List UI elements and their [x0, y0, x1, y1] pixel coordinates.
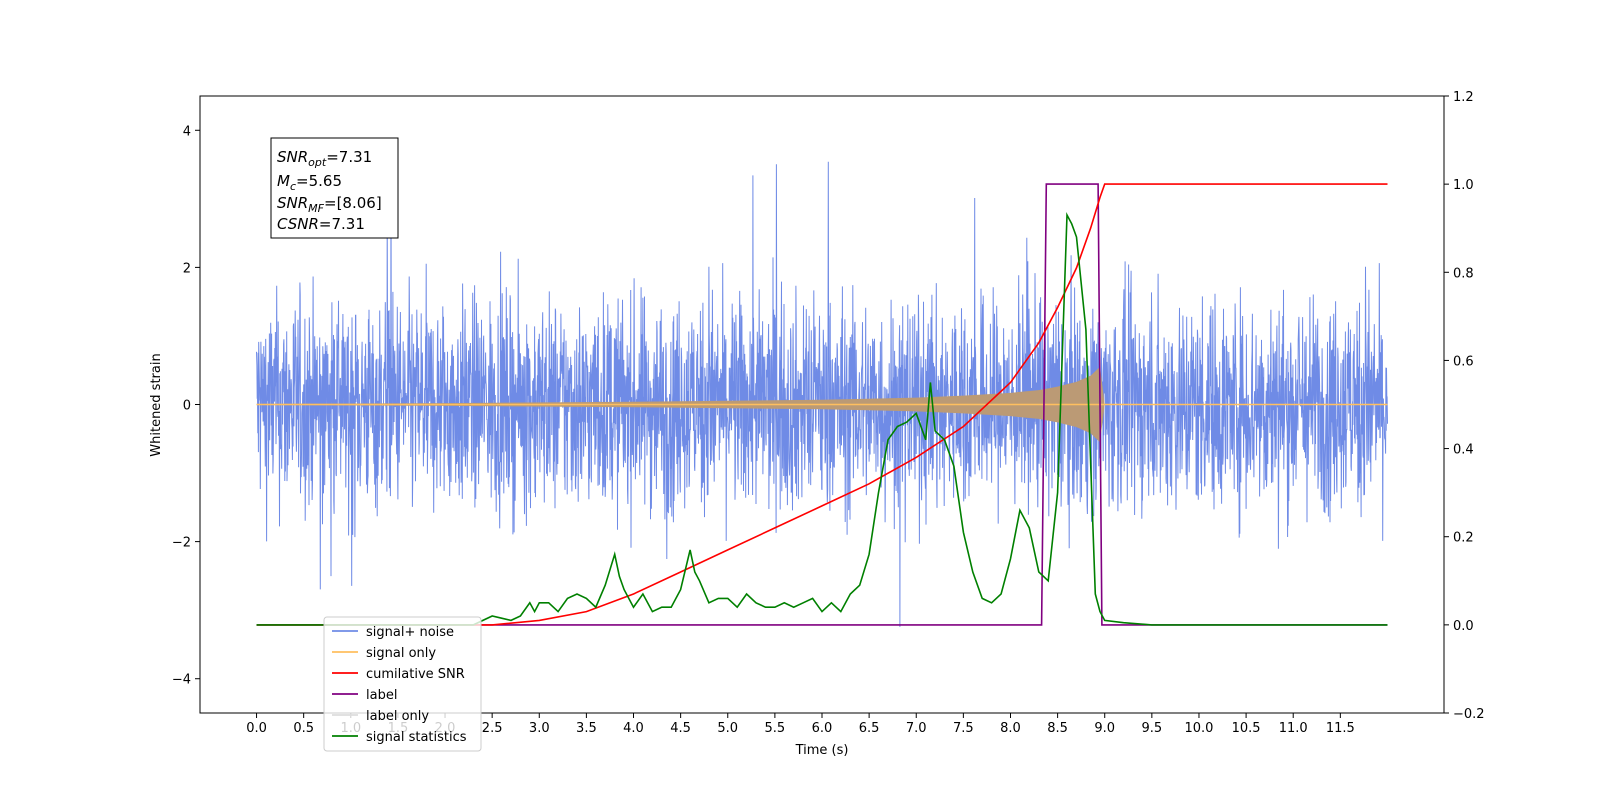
x-tick-label: 4.5: [670, 721, 691, 736]
x-tick-label: 8.5: [1047, 721, 1068, 736]
series-signal-statistics: [256, 211, 1388, 626]
legend-entry: cumilative SNR: [366, 667, 465, 682]
series-signal-noise: [256, 161, 1388, 627]
y2-tick-label: 0.4: [1453, 443, 1474, 458]
legend: signal+ noise signal only cumilative SNR la…: [323, 616, 482, 752]
y2-tick-label: 0.0: [1453, 619, 1474, 634]
legend-entry: signal+ noise: [366, 625, 454, 640]
legend-entry: label only: [366, 709, 429, 724]
x-tick-label: 0.5: [293, 721, 314, 736]
x-axis-label: Time (s): [795, 743, 849, 758]
x-tick-label: 10.0: [1184, 721, 1213, 736]
y2-tick-label: 0.8: [1453, 266, 1474, 281]
x-tick-label: 9.0: [1094, 721, 1115, 736]
y-tick-label: −2: [172, 536, 191, 551]
x-tick-label: 6.5: [859, 721, 880, 736]
annotation-csnr: CSNR=7.31: [277, 215, 365, 233]
legend-entry: label: [366, 688, 397, 703]
x-tick-label: 5.0: [717, 721, 738, 736]
x-tick-label: 2.5: [482, 721, 503, 736]
annotation-box: SNRopt=7.31 Mc=5.65 SNRMF=[8.06] CSNR=7.…: [270, 137, 399, 239]
legend-entry: signal only: [366, 646, 436, 661]
x-tick-label: 10.5: [1232, 721, 1261, 736]
x-tick-label: 3.0: [529, 721, 550, 736]
y2-tick-label: 1.2: [1453, 90, 1474, 105]
x-tick-label: 3.5: [576, 721, 597, 736]
annotation-snr-mf: SNRMF=[8.06]: [277, 194, 382, 215]
legend-entry: signal statistics: [366, 730, 467, 745]
y2-tick-label: 1.0: [1453, 178, 1474, 193]
x-tick-label: 9.5: [1142, 721, 1163, 736]
x-tick-label: 4.0: [623, 721, 644, 736]
y-tick-label: −4: [172, 673, 191, 688]
y2-tick-label: 0.6: [1453, 354, 1474, 369]
annotation-snr-opt: SNRopt=7.31: [277, 148, 372, 169]
x-tick-label: 5.5: [765, 721, 786, 736]
y-tick-label: 4: [183, 124, 191, 139]
y2-tick-label: 0.2: [1453, 531, 1474, 546]
x-tick-label: 11.0: [1279, 721, 1308, 736]
x-tick-label: 7.0: [906, 721, 927, 736]
series-layer: [256, 161, 1388, 627]
x-tick-label: 8.0: [1000, 721, 1021, 736]
y-tick-label: 0: [183, 399, 191, 414]
y2-tick-label: −0.2: [1453, 707, 1485, 722]
annotation-mc: Mc=5.65: [277, 172, 342, 193]
y-axis-label: Whitened strain: [149, 353, 164, 456]
x-tick-label: 11.5: [1326, 721, 1355, 736]
legend-frame: [323, 616, 482, 752]
y-tick-label: 2: [183, 261, 191, 276]
x-tick-label: 6.0: [812, 721, 833, 736]
x-tick-label: 7.5: [953, 721, 974, 736]
x-tick-label: 0.0: [246, 721, 267, 736]
series-cumulative-snr: [256, 183, 1388, 626]
y-axis-right: 1.2 1.0 0.8 0.6 0.4 0.2 0.0 −0.2: [1444, 90, 1485, 722]
y-axis-left: 4 2 0 −2 −4: [172, 124, 200, 688]
